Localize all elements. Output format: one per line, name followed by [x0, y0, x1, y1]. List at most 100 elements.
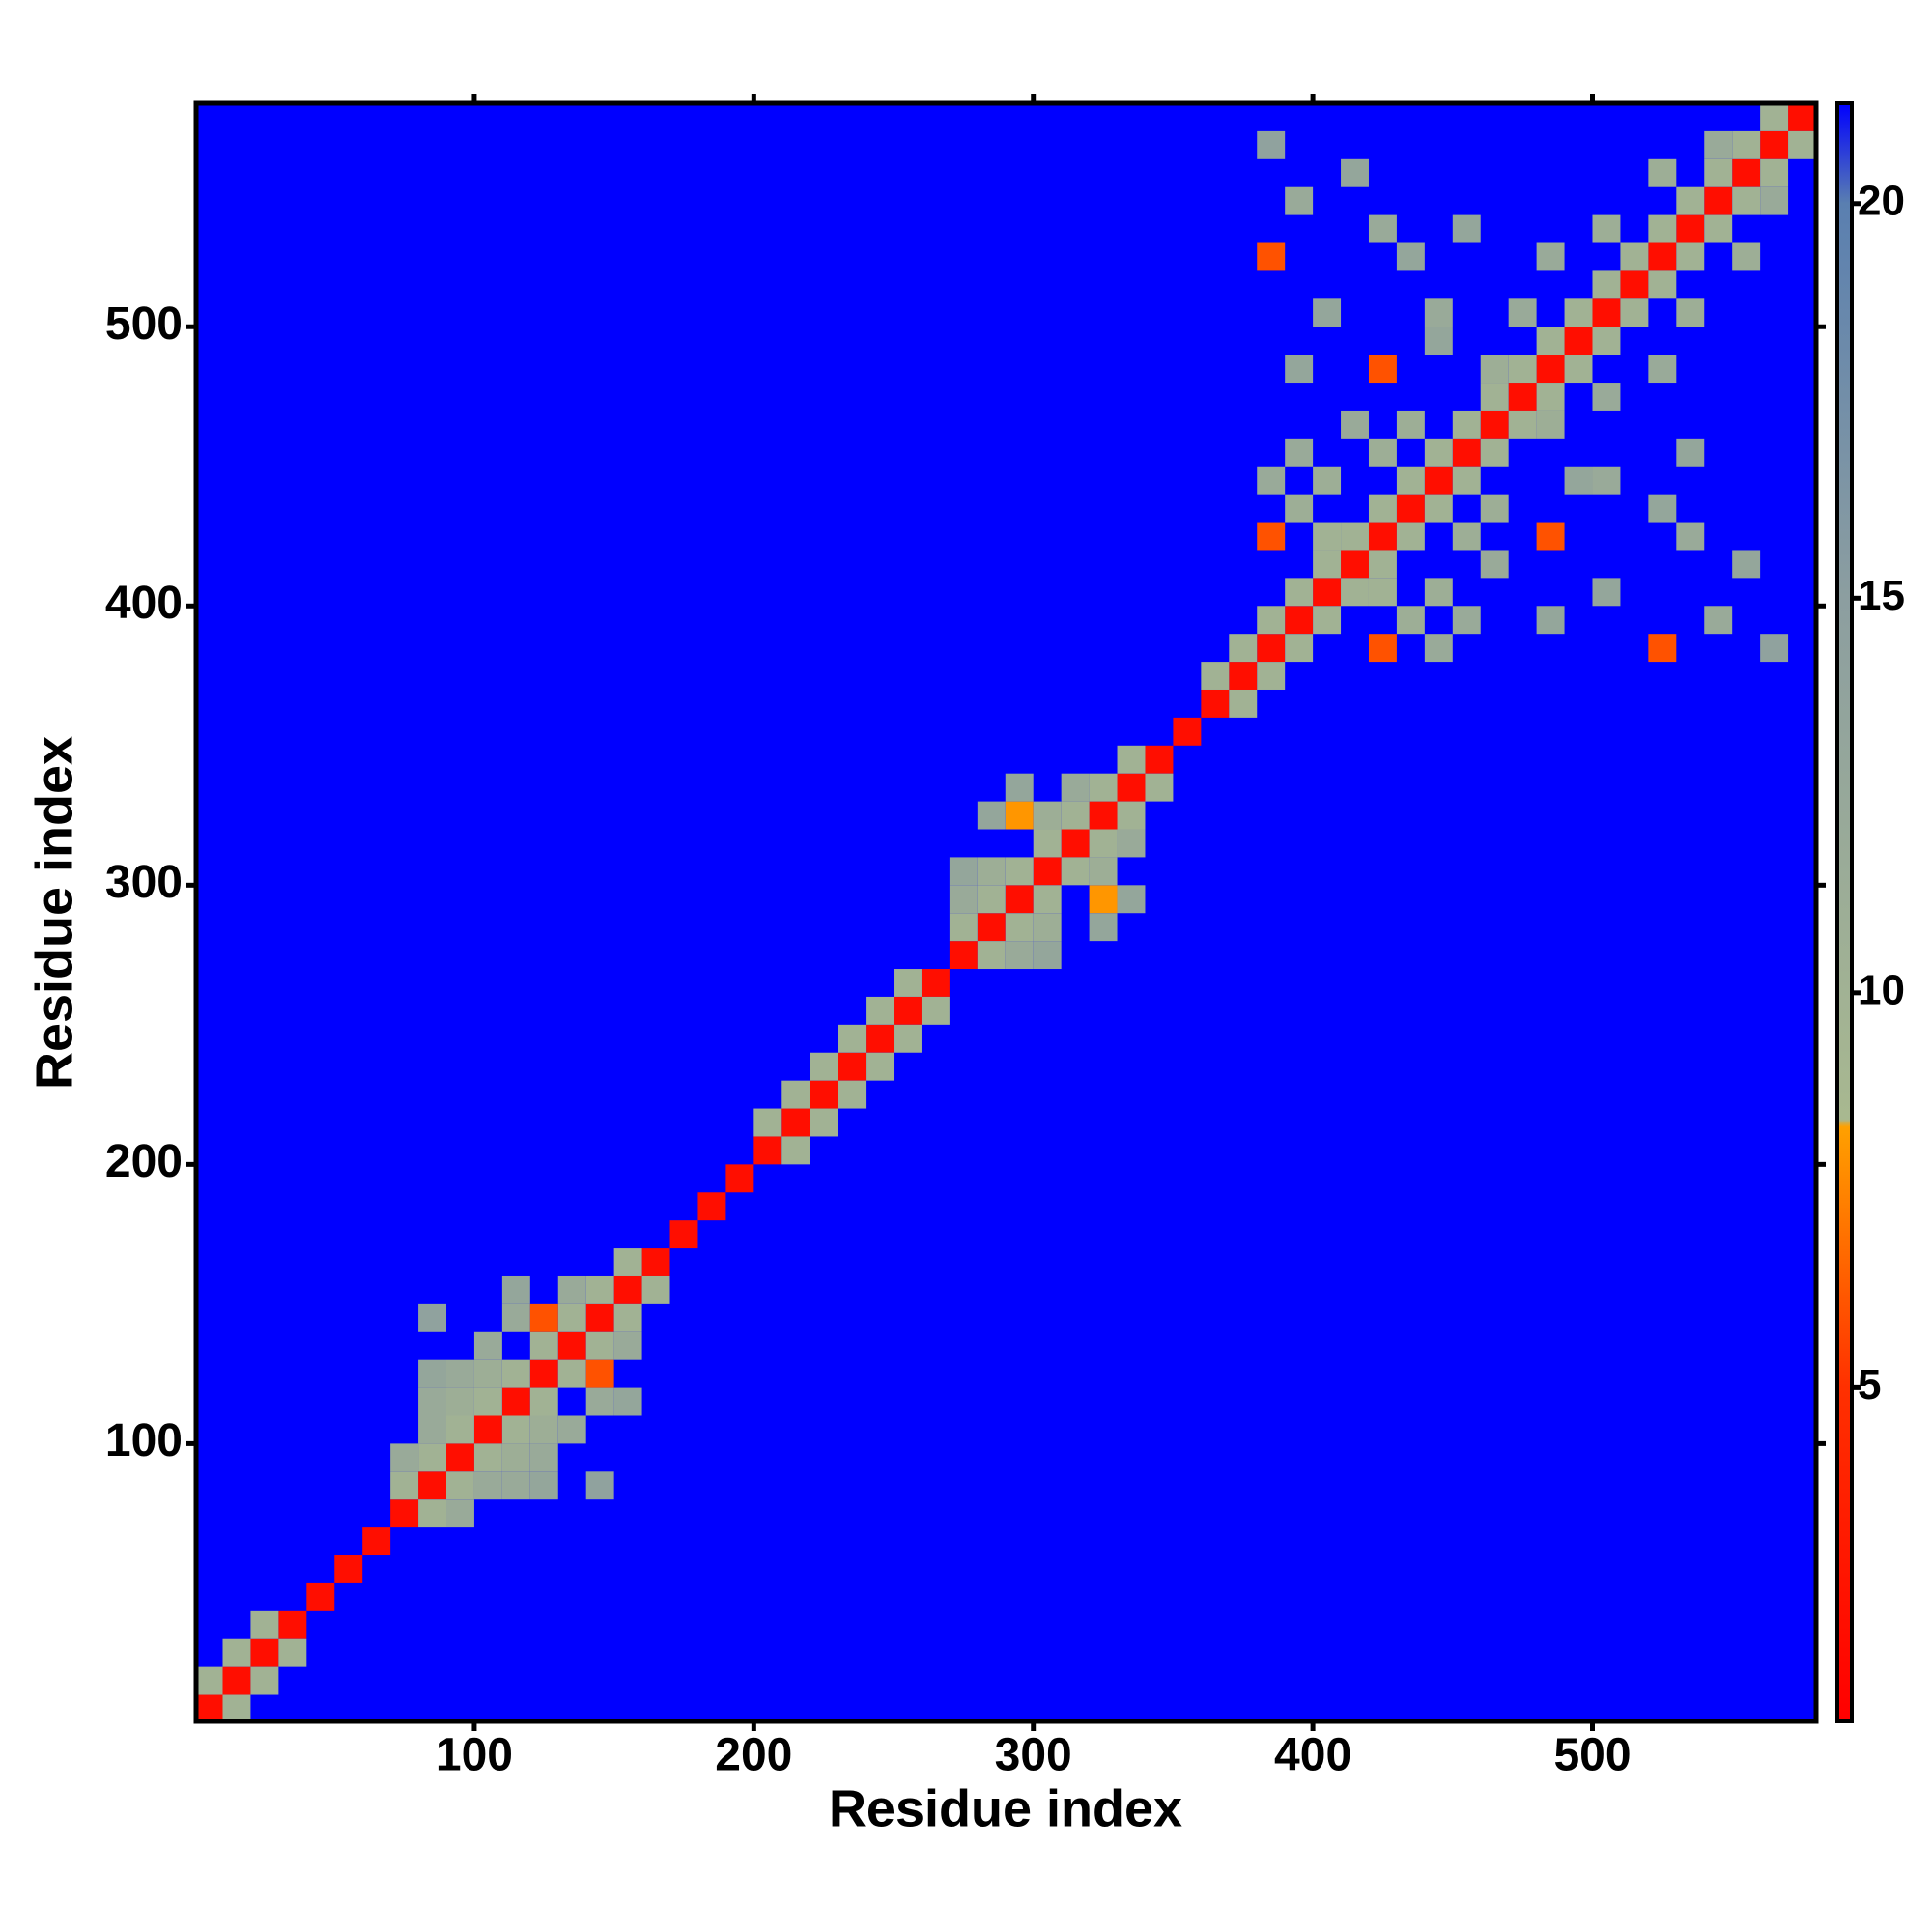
heat-cell [473, 1359, 502, 1388]
heat-cell [781, 1108, 810, 1137]
heat-cell [557, 1359, 586, 1388]
heat-cell [1424, 578, 1453, 607]
heat-cell [250, 1666, 279, 1695]
heat-cell [781, 1080, 810, 1109]
heat-cell [1368, 578, 1397, 607]
heat-cell [977, 885, 1006, 914]
heat-cell [1145, 745, 1174, 774]
heat-cell [838, 1052, 867, 1081]
heat-cell [641, 1275, 670, 1304]
heat-cell [362, 1527, 391, 1556]
heat-cell [196, 1694, 223, 1721]
heat-cell [1285, 438, 1314, 467]
heat-cell [1341, 578, 1369, 607]
heat-cell [473, 1415, 502, 1444]
heat-cell [613, 1275, 642, 1304]
heat-cell [1760, 130, 1789, 159]
heat-cell [697, 1192, 726, 1221]
heat-cell [1033, 913, 1062, 942]
heat-cell [1704, 130, 1733, 159]
heat-cell [501, 1303, 530, 1332]
heat-cell [1620, 298, 1649, 327]
heat-cell [1396, 494, 1425, 523]
heat-cell [921, 996, 950, 1025]
heat-cell [1313, 522, 1342, 551]
heat-cell [1368, 438, 1397, 467]
heat-cell [1033, 829, 1062, 858]
heat-cell [501, 1415, 530, 1444]
heat-cell [1592, 327, 1621, 355]
colorbar-tick-label: 20 [1858, 177, 1905, 224]
heat-cell [418, 1303, 447, 1332]
heat-cell [446, 1499, 474, 1528]
heat-cell [501, 1471, 530, 1500]
heat-cell [613, 1387, 642, 1416]
heat-cell [1760, 158, 1789, 187]
heat-cell [1061, 857, 1090, 886]
heat-cell [1508, 355, 1537, 384]
heat-cell [529, 1443, 558, 1472]
heat-cell [418, 1443, 447, 1472]
heat-cell [1089, 913, 1118, 942]
heat-cell [473, 1443, 502, 1472]
x-tick-label: 500 [1553, 1730, 1631, 1781]
heat-cell [1117, 745, 1146, 774]
heat-cell [1564, 298, 1593, 327]
heat-cell [1536, 383, 1565, 411]
heat-cell [1760, 634, 1789, 663]
heat-cell [1452, 438, 1481, 467]
heat-cell [1452, 522, 1481, 551]
heat-cell [1648, 242, 1677, 271]
heat-cell [1033, 885, 1062, 914]
heat-cell [1676, 522, 1705, 551]
heat-cell [418, 1415, 447, 1444]
heat-cell [1368, 355, 1397, 384]
heat-cell [1257, 606, 1286, 635]
x-tick-label: 300 [995, 1730, 1072, 1781]
heat-cell [1508, 383, 1537, 411]
heat-cell [1732, 130, 1761, 159]
heat-cell [1536, 410, 1565, 439]
heat-cell [222, 1638, 251, 1667]
heat-cell [557, 1331, 586, 1360]
heat-cell [1732, 550, 1761, 579]
heat-cell [1424, 438, 1453, 467]
heat-cell [781, 1136, 810, 1165]
heat-cell [894, 996, 922, 1025]
heat-cell [1229, 662, 1258, 690]
heat-cell [1173, 717, 1202, 746]
heat-cell [418, 1471, 447, 1500]
heat-cell [501, 1443, 530, 1472]
heat-cell [390, 1499, 419, 1528]
heat-cell [1424, 634, 1453, 663]
heat-cell [1257, 634, 1286, 663]
heat-cell [529, 1359, 558, 1388]
heat-cell [1480, 494, 1509, 523]
x-tick-label: 200 [715, 1730, 792, 1781]
heat-cell [585, 1387, 614, 1416]
heat-cell [1536, 355, 1565, 384]
heat-cell [1117, 885, 1146, 914]
heat-cell [1368, 550, 1397, 579]
heat-cell [1396, 606, 1425, 635]
heat-cell [585, 1359, 614, 1388]
heat-cell [1285, 578, 1314, 607]
heat-cell [949, 913, 978, 942]
y-axis-title: Residue index [25, 736, 83, 1090]
heat-cell [1648, 355, 1677, 384]
heat-cell [1788, 103, 1816, 131]
heat-cell [1452, 466, 1481, 495]
y-tick-label: 300 [105, 857, 183, 908]
heat-cell [838, 1080, 867, 1109]
heat-cell [1704, 186, 1733, 215]
heat-cell [529, 1471, 558, 1500]
heat-cell [1536, 606, 1565, 635]
heat-cell [810, 1052, 838, 1081]
heat-cell [1368, 494, 1397, 523]
heat-cell [1341, 522, 1369, 551]
heat-cell [1201, 662, 1230, 690]
heat-cell [1424, 466, 1453, 495]
heat-cell [1676, 214, 1705, 243]
heat-cell [278, 1638, 307, 1667]
